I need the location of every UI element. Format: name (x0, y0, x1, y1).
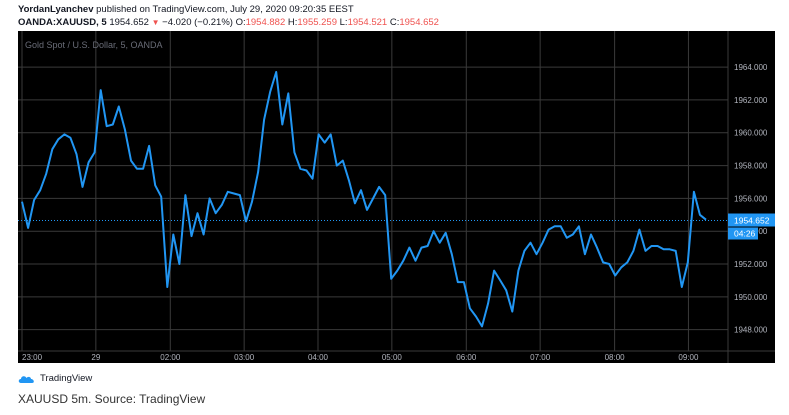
low-value: 1954.521 (347, 17, 388, 28)
last-price-badge-label: 1954.652 (734, 216, 770, 226)
published-text: published on TradingView.com, July 29, 2… (96, 4, 354, 15)
chart-background (18, 31, 775, 363)
y-tick-label: 1964.000 (734, 63, 768, 72)
countdown-badge-label: 04:26 (734, 229, 756, 239)
high-label: H: (287, 17, 298, 28)
tradingview-logo-text: TradingView (40, 373, 93, 384)
y-tick-label: 1950.000 (734, 293, 768, 302)
high-value: 1955.259 (297, 17, 337, 28)
price-axis: 1948.0001950.0001952.0001954.0001956.000… (734, 63, 768, 335)
price-chart[interactable]: Gold Spot / U.S. Dollar, 5, OANDA 1948.0… (18, 31, 775, 363)
last-price-badge: 1954.652 04:26 (728, 213, 775, 240)
x-tick-label: 03:00 (234, 353, 255, 362)
x-tick-label: 06:00 (456, 353, 477, 362)
price-series-line (21, 71, 707, 328)
tradingview-logo[interactable]: TradingView (18, 373, 92, 384)
x-tick-label: 07:00 (530, 353, 551, 362)
figure-caption: XAUUSD 5m. Source: TradingView (18, 392, 206, 406)
low-label: L: (339, 17, 348, 28)
x-tick-label: 05:00 (382, 353, 403, 362)
open-value: 1954.882 (245, 17, 286, 28)
x-tick-label: 29 (91, 353, 100, 362)
time-axis: 23:00 29 02:00 03:00 04:00 05:00 06:00 07:00 08:… (22, 353, 699, 362)
author-name[interactable]: YordanLyanchev (18, 4, 94, 15)
chart-title: Gold Spot / U.S. Dollar, 5, OANDA (25, 40, 163, 50)
y-tick-label: 1962.000 (734, 96, 768, 105)
ohlc-line: OANDA:XAUUSD, 5 1954.652 ▼ −4.020 (−0.21… (18, 17, 439, 28)
y-tick-label: 1952.000 (734, 260, 768, 269)
x-tick-label: 23:00 (22, 353, 43, 362)
y-tick-label: 1960.000 (734, 129, 768, 138)
tradingview-cloud-icon (18, 375, 34, 383)
close-value: 1954.652 (399, 17, 439, 28)
x-tick-label: 08:00 (605, 353, 626, 362)
close-label: C: (389, 17, 400, 28)
last-price: 1954.652 (109, 17, 149, 28)
down-arrow-icon: ▼ (151, 18, 160, 27)
y-tick-label: 1958.000 (734, 162, 768, 171)
symbol-label: OANDA:XAUUSD, 5 (18, 17, 107, 28)
y-tick-label: 1948.000 (734, 326, 768, 335)
open-label: O: (235, 17, 246, 28)
x-tick-label: 04:00 (308, 353, 329, 362)
y-tick-label: 1956.000 (734, 194, 768, 203)
x-tick-label: 09:00 (678, 353, 699, 362)
price-change: −4.020 (−0.21%) (162, 17, 233, 28)
x-tick-label: 02:00 (160, 353, 181, 362)
publish-line: YordanLyanchev published on TradingView.… (18, 4, 354, 15)
